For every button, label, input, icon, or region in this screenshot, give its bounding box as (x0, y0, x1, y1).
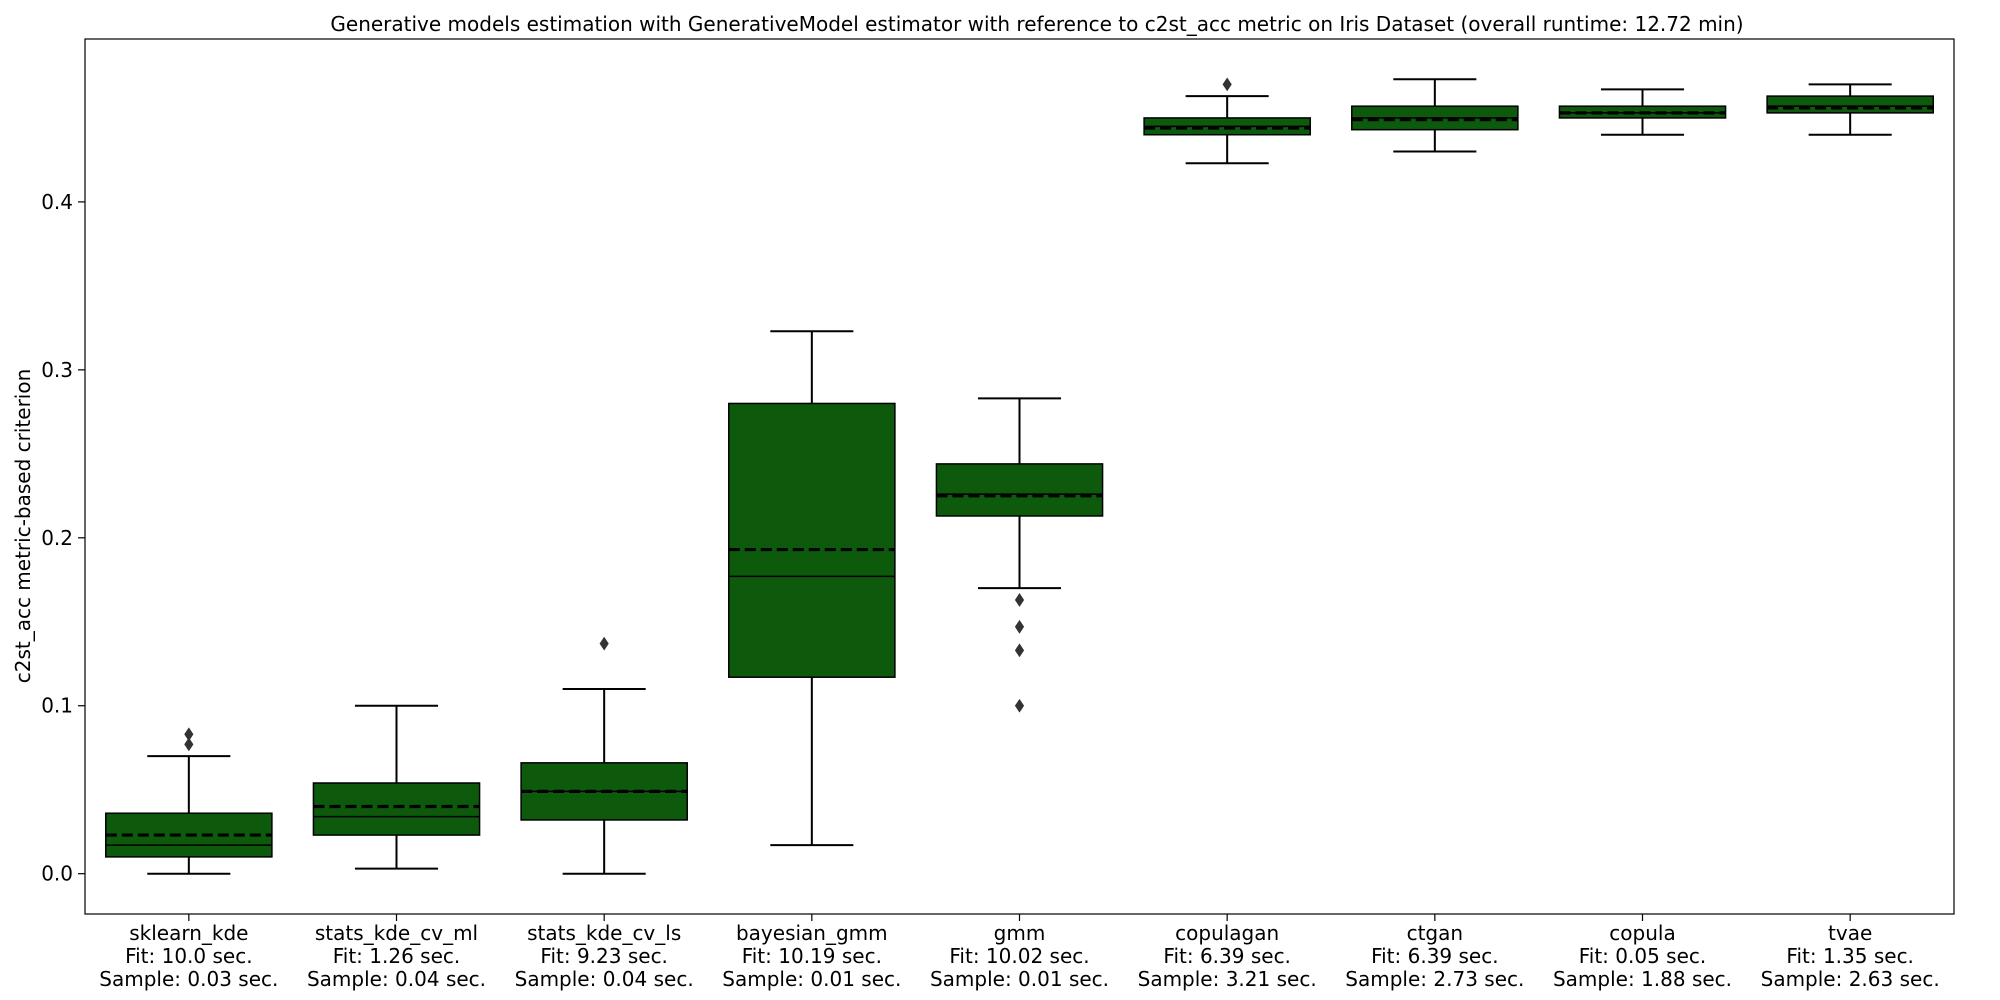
outlier-point (1014, 643, 1025, 658)
x-category-sample-label: Sample: 0.04 sec. (307, 967, 486, 991)
x-category-fit-label: Fit: 10.02 sec. (949, 944, 1089, 968)
x-category-name-label: tvae (1828, 921, 1872, 945)
x-category-fit-label: Fit: 9.23 sec. (540, 944, 668, 968)
x-category-sample-label: Sample: 1.88 sec. (1553, 967, 1732, 991)
y-tick-label: 0.1 (41, 694, 73, 718)
outlier-point (184, 727, 194, 742)
x-category-fit-label: Fit: 6.39 sec. (1163, 944, 1291, 968)
x-category-fit-label: Fit: 1.26 sec. (333, 944, 461, 968)
box-bayesian_gmm (728, 402, 896, 678)
x-category-sample-label: Sample: 3.21 sec. (1138, 967, 1317, 991)
y-tick-label: 0.3 (41, 358, 73, 382)
x-category-sample-label: Sample: 0.01 sec. (722, 967, 901, 991)
box-stats_kde_cv_ml (312, 782, 481, 836)
box-gmm (935, 463, 1104, 517)
x-category-name-label: copula (1609, 921, 1675, 945)
outlier-point (599, 636, 609, 651)
x-category-sample-label: Sample: 0.04 sec. (515, 967, 694, 991)
chart-title: Generative models estimation with Genera… (330, 12, 1743, 36)
x-category-name-label: stats_kde_cv_ls (527, 921, 681, 945)
x-category-name-label: gmm (994, 921, 1046, 945)
x-category-sample-label: Sample: 0.01 sec. (930, 967, 1109, 991)
x-category-sample-label: Sample: 2.73 sec. (1345, 967, 1524, 991)
y-tick-label: 0.2 (41, 526, 73, 550)
plot-area-frame (84, 38, 1955, 915)
y-tick-label: 0.0 (41, 862, 73, 886)
x-category-fit-label: Fit: 10.0 sec. (125, 944, 253, 968)
outlier-point (1222, 77, 1232, 92)
outlier-point (184, 737, 194, 752)
x-category-name-label: copulagan (1175, 921, 1279, 945)
outlier-point (1014, 593, 1025, 607)
x-category-fit-label: Fit: 1.35 sec. (1786, 944, 1914, 968)
x-category-sample-label: Sample: 0.03 sec. (99, 967, 278, 991)
x-category-sample-label: Sample: 2.63 sec. (1761, 967, 1940, 991)
x-category-name-label: bayesian_gmm (736, 921, 888, 945)
x-category-name-label: stats_kde_cv_ml (315, 921, 478, 945)
x-category-fit-label: Fit: 10.19 sec. (742, 944, 882, 968)
x-category-name-label: ctgan (1407, 921, 1463, 945)
x-category-name-label: sklearn_kde (129, 921, 248, 945)
x-category-fit-label: Fit: 0.05 sec. (1579, 944, 1707, 968)
y-axis-label: c2st_acc metric-based criterion (11, 369, 35, 684)
box-tvae (1766, 95, 1934, 114)
x-category-fit-label: Fit: 6.39 sec. (1371, 944, 1499, 968)
outlier-point (1014, 619, 1025, 634)
y-tick-label: 0.4 (41, 190, 73, 214)
outlier-point (1014, 698, 1025, 713)
